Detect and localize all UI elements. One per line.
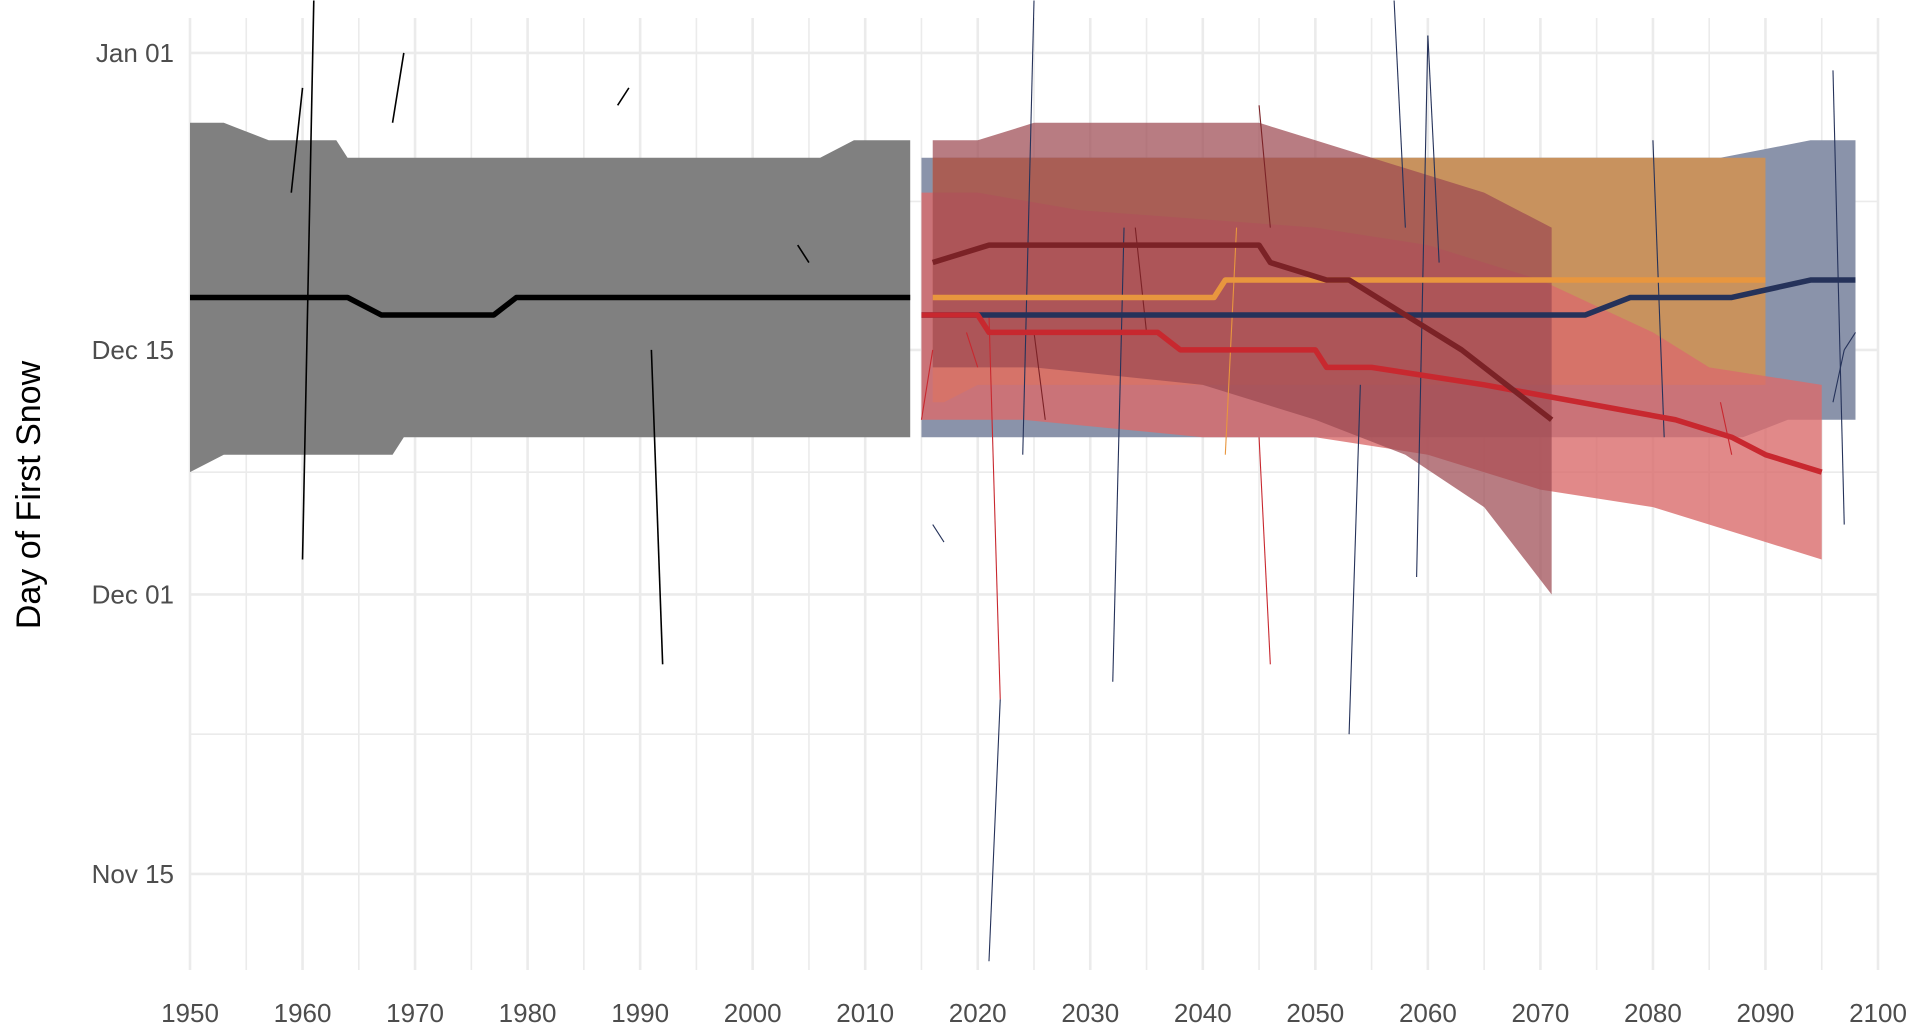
- y-axis-tick-labels: Jan 01 Dec 15 Dec 01 Nov 15: [92, 38, 174, 889]
- historical-spike: [616, 87, 630, 106]
- navy-spike: [1022, 0, 1035, 455]
- x-tick-label: 1950: [161, 998, 219, 1028]
- navy-spike: [1832, 349, 1845, 403]
- median-lines: [190, 242, 1856, 475]
- x-tick-label: 2050: [1286, 998, 1344, 1028]
- navy-spike: [932, 524, 945, 543]
- historical-spike: [650, 349, 664, 665]
- navy-spike: [1393, 0, 1406, 228]
- x-tick-label: 2090: [1737, 998, 1795, 1028]
- navy-spike: [1427, 35, 1440, 263]
- y-tick-label: Dec 15: [92, 335, 174, 365]
- x-tick-label: 1980: [499, 998, 557, 1028]
- x-tick-label: 1960: [274, 998, 332, 1028]
- navy-spike: [1416, 35, 1429, 577]
- x-tick-label: 2060: [1399, 998, 1457, 1028]
- darkred-median-line: [931, 242, 1554, 422]
- orange-median-line: [932, 277, 1766, 301]
- navy-spike: [1832, 70, 1845, 525]
- navy-median-line: [921, 277, 1856, 318]
- y-axis-title: Day of First Snow: [10, 360, 48, 629]
- ensemble-spikes: [290, 0, 1856, 962]
- historical-spike: [797, 244, 810, 263]
- x-tick-label: 2010: [836, 998, 894, 1028]
- x-tick-label: 2070: [1511, 998, 1569, 1028]
- navy-spike: [1652, 140, 1665, 438]
- uncertainty-bands: [190, 122, 1856, 595]
- x-tick-label: 1990: [611, 998, 669, 1028]
- x-axis-tick-labels: 1950 1960 1970 1980 1990 2000 2010 2020 2030 2040…: [161, 998, 1907, 1028]
- x-tick-label: 2000: [724, 998, 782, 1028]
- red-spike: [965, 332, 979, 368]
- navy-spike: [1112, 227, 1125, 682]
- x-tick-label: 2040: [1174, 998, 1232, 1028]
- y-tick-label: Dec 01: [92, 579, 174, 609]
- red-spike: [988, 314, 1001, 700]
- navy-spike: [988, 699, 1001, 962]
- y-tick-label: Nov 15: [92, 859, 174, 889]
- red-spike: [1719, 402, 1733, 455]
- orange-spike: [1224, 227, 1238, 455]
- x-tick-label: 2030: [1061, 998, 1119, 1028]
- red-spike: [920, 349, 934, 420]
- darkred-band: [932, 122, 1552, 595]
- historical-spike: [301, 0, 315, 560]
- y-tick-label: Jan 01: [96, 38, 174, 68]
- red-spike: [1258, 437, 1271, 665]
- x-tick-label: 2100: [1849, 998, 1907, 1028]
- x-tick-label: 1970: [386, 998, 444, 1028]
- x-tick-label: 2080: [1624, 998, 1682, 1028]
- historical-spike: [391, 52, 405, 123]
- historical-median-line: [190, 294, 911, 318]
- x-tick-label: 2020: [949, 998, 1007, 1028]
- historical-spike: [290, 87, 304, 193]
- darkred-spike: [1033, 332, 1046, 420]
- navy-spike: [1348, 384, 1361, 735]
- red-median-line: [921, 312, 1823, 475]
- navy-spike: [1843, 332, 1856, 351]
- darkred-spike: [1258, 105, 1271, 228]
